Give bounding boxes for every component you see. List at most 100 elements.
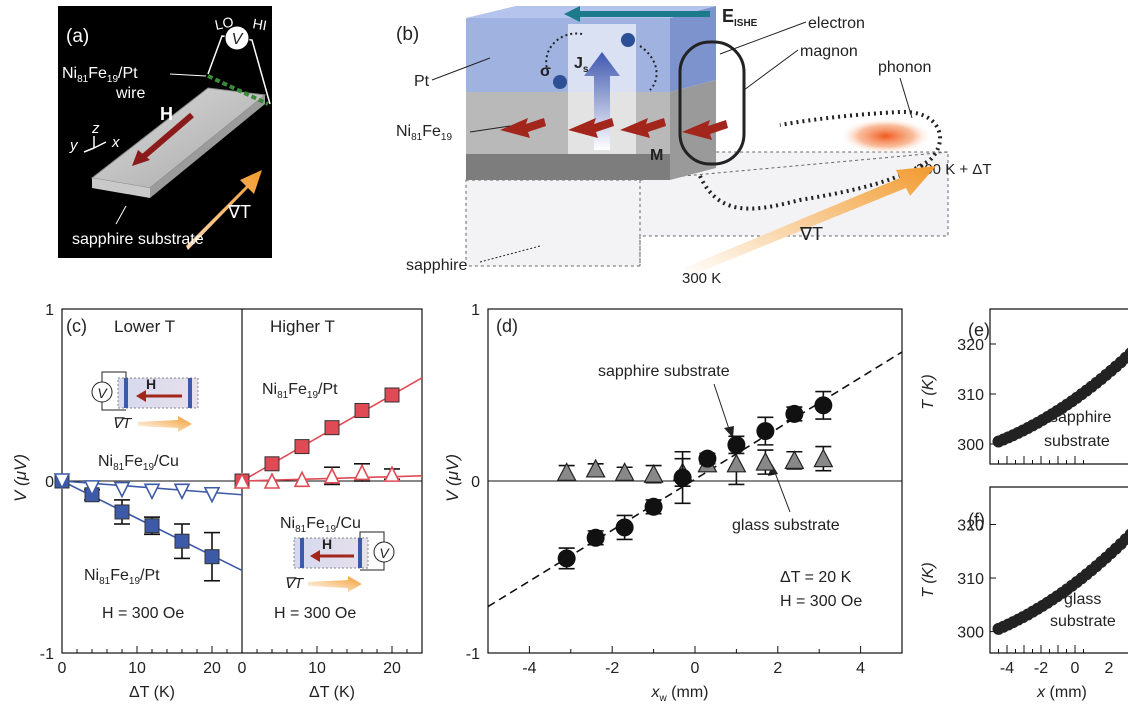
panel-c-right-series-0-point [294, 439, 310, 455]
panel-e-text-1: sapphire [1050, 409, 1111, 426]
hi-label: HI [251, 15, 268, 33]
electron-sphere-2 [621, 33, 635, 47]
panel-c-left-x-axis-label: ΔT (K) [129, 684, 175, 701]
inset-left-contact-2 [188, 378, 192, 408]
electron-path-2 [639, 45, 658, 91]
inset-left-contact-1 [124, 378, 128, 408]
panel-c-left-title: Lower T [114, 317, 175, 336]
panel-c-left-series-1-point [203, 486, 221, 504]
panel-a: (a) V LO HI Ni81Fe19/Pt wire H z y x ∇T [58, 6, 272, 258]
panel-a-label: (a) [66, 26, 89, 47]
panel-c-right-series-0-point [264, 456, 280, 472]
phonon-path [698, 109, 942, 211]
panel-f-x-tick-label: 0 [1071, 660, 1080, 677]
inset-left-h-label: H [146, 376, 156, 392]
magnon-label: magnon [800, 43, 858, 60]
panel-d-label: (d) [496, 316, 518, 336]
panel-c-left-series-1-point [143, 483, 161, 501]
panel-c-left-cu-label: Ni81Fe19/Cu [98, 453, 179, 473]
panel-c-left-series-1-point [113, 481, 131, 499]
panel-c: (c) Lower T Higher T V (μV) ΔT (K) ΔT (K… [11, 302, 423, 701]
substrate-slab-side [150, 95, 265, 198]
inset-right-grad-arrow [308, 576, 362, 592]
js-label: Js [574, 55, 589, 75]
nife-shadow [466, 154, 670, 180]
panel-d-series-0-point [615, 518, 634, 537]
panel-f-x-tick-label: -4 [1000, 660, 1014, 677]
panel-c-left-field: H = 300 Oe [102, 605, 184, 622]
panel-d-series-0-point [785, 404, 804, 423]
grad-t-arrow-b [684, 166, 936, 276]
panel-e-label: (e) [968, 320, 990, 340]
inset-left-voltmeter-label: V [97, 385, 108, 401]
panel-f-y-axis-label: T (K) [920, 562, 937, 598]
grad-t-label: ∇T [227, 202, 251, 222]
panel-e-frame [989, 308, 1128, 465]
panel-d-series-0-point [814, 396, 833, 415]
panel-f-text-1: glass [1064, 591, 1101, 608]
wire [207, 74, 269, 106]
phonon-glow [840, 118, 932, 154]
grad-t-arrow [186, 170, 262, 250]
pt-label: Pt [414, 73, 430, 90]
inset-right-contact-2 [358, 538, 362, 568]
panel-d-dt: ΔT = 20 K [780, 569, 852, 586]
inset-right-contact-1 [300, 538, 304, 568]
panel-c-right-series-0-point [384, 387, 400, 403]
nife-pointer [469, 125, 511, 133]
lo-label: LO [213, 13, 235, 33]
panel-f-x-axis-label: x (mm) [1036, 684, 1087, 701]
inset-right-wire-1 [359, 531, 385, 544]
panel-c-right-pt-label: Ni81Fe19/Pt [262, 381, 338, 401]
panel-d-series-1-point [726, 453, 747, 473]
panel-d-y-tick-label: -1 [466, 646, 480, 663]
panel-d-series-1-point [585, 458, 606, 478]
panel-c-y-axis-label: V (μV) [11, 454, 30, 502]
electron-label: electron [808, 15, 865, 32]
panel-c-right-series-1-point [383, 465, 401, 482]
h-arrow-head [132, 150, 150, 166]
panel-d-series-0-point [727, 435, 746, 454]
panel-d-series-1-point [784, 450, 805, 469]
electron-sphere-1 [553, 75, 567, 89]
panel-c-left-series-1-point [173, 483, 191, 501]
panel-d-y-axis-label: V (μV) [443, 454, 462, 502]
panel-d-x-tick-label: 2 [773, 660, 782, 677]
magnon-pointer [743, 49, 799, 91]
panel-d-series-0-point [698, 449, 717, 468]
inset-left-grad-label: ∇T [112, 415, 133, 432]
panel-e-text-2: substrate [1044, 433, 1110, 450]
panel-b: (b) EISHE Js σ M [396, 6, 991, 287]
inset-left-voltmeter-icon [91, 381, 113, 403]
panel-f-y-tick-label: 310 [957, 571, 984, 588]
panel-c-right-field: H = 300 Oe [274, 605, 356, 622]
panel-d-series-0-point [756, 422, 775, 441]
panel-d: (d) V (μV) xw (mm) sapphire substrate gl… [443, 302, 903, 704]
panel-d-series-1-point [643, 463, 664, 483]
panel-b-label: (b) [396, 24, 419, 45]
e-ishe-arrow-head [564, 6, 580, 22]
panel-e-point [1124, 347, 1128, 359]
panel-f-frame [989, 486, 1128, 654]
panel-d-y-tick-label: 1 [471, 302, 480, 319]
panel-c-left-series-0-point [114, 504, 130, 520]
panel-d-glass-label: glass substrate [732, 517, 840, 534]
panel-d-glass-pointer [773, 469, 791, 513]
panel-d-x-tick-label: -4 [522, 660, 536, 677]
e-ishe-label: EISHE [722, 6, 758, 29]
panel-c-right-series-1-point [353, 463, 371, 481]
hot-label: 300 K + ΔT [916, 161, 991, 178]
inset-right-h-arrow-head [310, 550, 320, 562]
cold-label: 300 K [682, 270, 721, 287]
inset-right-voltmeter-icon [373, 541, 395, 563]
m-label: M [650, 147, 663, 164]
h-arrow-shaft [140, 112, 194, 161]
panel-c-right-series-1-point [293, 470, 311, 488]
panel-c-right-x-tick-label: 10 [308, 660, 326, 677]
inset-right-strip [293, 537, 369, 569]
magnetization-arrows [500, 118, 728, 140]
panel-c-left-inset: H V ∇T [91, 371, 199, 432]
panel-c-y-tick-label: 0 [45, 474, 54, 491]
panel-f-x-tick-label: 2 [1105, 660, 1114, 677]
